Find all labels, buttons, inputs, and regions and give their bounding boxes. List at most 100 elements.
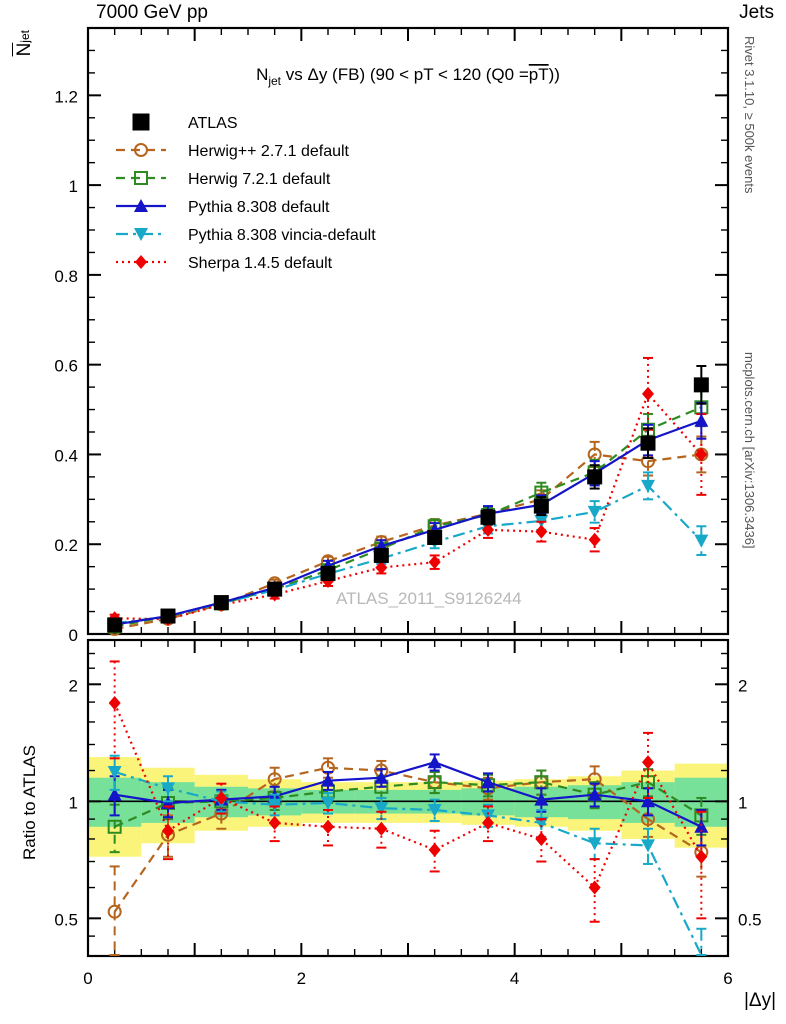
dataset-watermark: ATLAS_2011_S9126244 <box>336 589 522 608</box>
marker-triangle-down <box>694 534 709 548</box>
marker-triangle-up <box>534 792 549 806</box>
marker-diamond-filled <box>135 255 147 269</box>
marker-square-filled <box>132 113 150 131</box>
series-line <box>114 453 702 631</box>
marker-square-filled <box>693 377 709 393</box>
marker-diamond-filled <box>215 790 228 805</box>
marker-square-filled <box>373 547 389 563</box>
marker-diamond-filled <box>482 522 494 537</box>
series-line <box>114 419 702 626</box>
marker-square-filled <box>267 581 283 597</box>
series-line <box>114 770 703 956</box>
marker-square-filled <box>213 595 229 611</box>
legend-label: Herwig++ 2.7.1 default <box>188 143 350 160</box>
marker-diamond-filled <box>268 815 281 830</box>
marker-triangle-down <box>641 839 655 853</box>
marker-square-filled <box>587 469 603 485</box>
marker-diamond-filled <box>322 819 334 834</box>
marker-diamond-filled <box>535 831 548 846</box>
marker-triangle-down <box>481 809 495 823</box>
x-tick-label: 4 <box>510 969 519 988</box>
marker-diamond-filled <box>642 755 654 770</box>
y-tick-label: 0.2 <box>54 536 78 555</box>
marker-square-filled <box>640 435 656 451</box>
legend-label: Pythia 8.308 vincia-default <box>188 227 376 244</box>
ratio-y-tick-label-right: 2 <box>738 676 747 695</box>
mcplots-reference-label: mcplots.cern.ch [arXiv:1306.3436] <box>742 352 757 549</box>
legend-label: Sherpa 1.4.5 default <box>188 255 333 272</box>
marker-triangle-down <box>161 782 175 796</box>
series-line <box>114 484 703 625</box>
marker-triangle-down <box>641 479 655 493</box>
ratio-y-tick-label-right: 1 <box>738 793 747 812</box>
marker-triangle-up <box>427 755 442 769</box>
header-energy-label: 7000 GeV pp <box>96 2 208 23</box>
marker-diamond-filled <box>162 823 174 838</box>
marker-triangle-up <box>107 787 122 801</box>
marker-diamond-filled <box>428 842 441 857</box>
marker-circle-open <box>267 772 282 787</box>
y-tick-label: 0.6 <box>54 357 78 376</box>
x-tick-label: 0 <box>83 969 92 988</box>
marker-diamond-filled <box>108 696 121 711</box>
x-tick-label: 2 <box>297 969 306 988</box>
marker-circle-open <box>134 143 148 157</box>
x-tick-label: 6 <box>723 969 732 988</box>
marker-triangle-down <box>587 505 602 519</box>
y-tick-label: 0.4 <box>54 446 78 465</box>
marker-triangle-down <box>134 228 148 241</box>
marker-diamond-filled <box>428 555 441 570</box>
marker-square-filled <box>320 565 336 581</box>
marker-square-filled <box>107 617 123 633</box>
marker-diamond-filled <box>375 821 388 836</box>
series-line <box>114 781 702 828</box>
series-line <box>113 766 702 913</box>
ratio-y-tick-label: 2 <box>69 676 78 695</box>
ratio-y-tick-label-right: 0.5 <box>738 910 762 929</box>
y-tick-label: 1.2 <box>54 87 78 106</box>
legend: ATLAS Herwig++ 2.7.1 default Herwig 7.2.1 … <box>116 113 376 272</box>
marker-triangle-up <box>321 773 335 787</box>
ratio-y-tick-label: 1 <box>69 793 78 812</box>
y-tick-label: 1 <box>69 177 78 196</box>
y-tick-label: 0 <box>69 626 78 645</box>
marker-square-open <box>107 819 122 834</box>
marker-triangle-down <box>267 798 282 812</box>
marker-square-filled <box>427 529 443 545</box>
marker-square-filled <box>533 498 549 514</box>
marker-diamond-filled <box>375 560 388 575</box>
marker-triangle-down <box>107 765 122 779</box>
marker-diamond-filled <box>588 532 601 547</box>
main-series-sherpa-1-4-5-default <box>108 356 708 627</box>
y-tick-label: 0.8 <box>54 267 78 286</box>
marker-triangle-up <box>587 787 602 801</box>
marker-diamond-filled <box>535 524 548 539</box>
ratio-series-pythia-8-308-vincia-default <box>107 754 707 956</box>
marker-circle-open <box>107 904 122 919</box>
marker-diamond-filled <box>482 815 494 830</box>
rivet-version-label: Rivet 3.1.10, ≥ 500k events <box>742 36 757 194</box>
xaxis-label: |Δy| <box>743 990 776 1011</box>
marker-triangle-down <box>587 837 602 851</box>
marker-triangle-down <box>321 797 335 811</box>
marker-triangle-down <box>427 803 442 817</box>
marker-triangle-up <box>694 819 709 833</box>
series-line <box>114 391 703 621</box>
header-category-label: Jets <box>739 2 774 23</box>
marker-triangle-up <box>134 199 148 212</box>
marker-triangle-up <box>641 794 655 808</box>
marker-diamond-filled <box>695 447 708 462</box>
legend-label: Herwig 7.2.1 default <box>188 171 331 188</box>
main-series-atlas <box>107 365 709 633</box>
marker-square-filled <box>480 509 496 525</box>
marker-diamond-filled <box>642 386 654 401</box>
main-panel-title: Njet vs Δy (FB) (90 < pT < 120 (Q0 =pT)) <box>256 65 560 88</box>
marker-diamond-filled <box>588 880 601 895</box>
marker-triangle-up <box>694 413 709 427</box>
marker-square-open <box>427 775 442 790</box>
marker-triangle-up <box>481 775 495 789</box>
ratio-series-sherpa-1-4-5-default <box>108 660 708 923</box>
ratio-y-tick-label: 0.5 <box>54 910 78 929</box>
